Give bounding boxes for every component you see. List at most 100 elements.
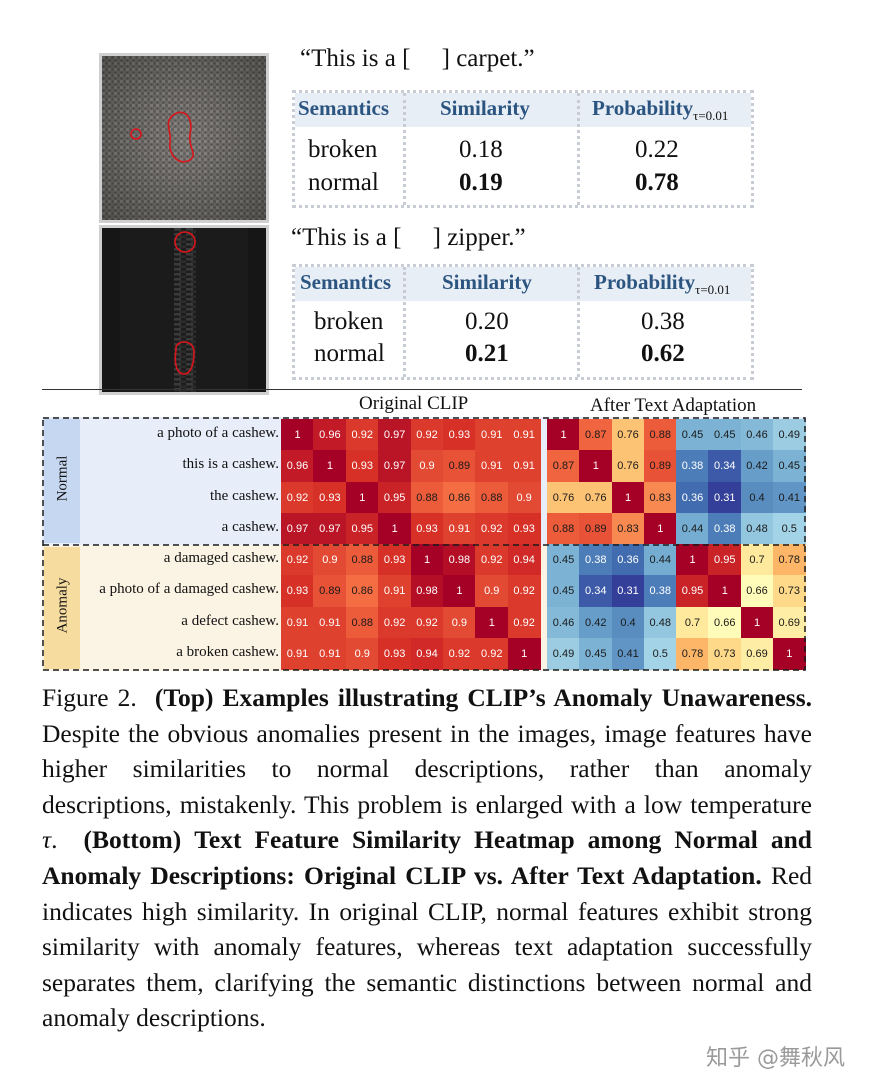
heatmap-cell: 0.94 bbox=[507, 544, 541, 576]
heatmap-title-original: Original CLIP bbox=[359, 393, 469, 414]
heatmap-cell: 1 bbox=[442, 575, 476, 608]
tau-symbol: τ bbox=[42, 825, 52, 855]
heatmap-cell: 1 bbox=[378, 512, 412, 545]
heatmap-cell: 1 bbox=[611, 481, 645, 514]
heatmap-cell: 1 bbox=[313, 450, 347, 483]
caption-bottom-title: (Bottom) Text Feature Similarity Heatmap… bbox=[42, 825, 812, 890]
heatmap-cell: 0.76 bbox=[611, 419, 645, 451]
zipper-prompt: “This is a [ ] zipper.” bbox=[291, 224, 526, 251]
heatmap-cell: 0.92 bbox=[442, 637, 476, 670]
heatmap-cell: 0.92 bbox=[281, 544, 314, 576]
similarity-cell: 0.20 bbox=[465, 308, 509, 335]
heatmap-cell: 0.45 bbox=[547, 544, 580, 576]
probability-header: Probabilityτ=0.01 bbox=[594, 270, 731, 298]
carpet-anomaly-marks bbox=[102, 56, 266, 220]
heatmap-cell: 0.92 bbox=[507, 575, 541, 608]
heatmap-cell: 0.86 bbox=[345, 575, 379, 608]
heatmap-cell: 0.9 bbox=[475, 575, 509, 608]
heatmap-cell: 0.76 bbox=[579, 481, 613, 514]
heatmap-cell: 0.95 bbox=[378, 481, 412, 514]
heatmap-cell: 0.38 bbox=[579, 544, 613, 576]
heatmap-cell: 0.89 bbox=[643, 450, 677, 483]
heatmap-cell: 0.44 bbox=[676, 512, 709, 545]
heatmap-cell: 0.42 bbox=[740, 450, 774, 483]
group-dashed-borders bbox=[42, 417, 806, 671]
heatmap-cell: 0.45 bbox=[708, 419, 742, 451]
anomaly-group-tag bbox=[44, 547, 80, 669]
heatmap-cell: 0.92 bbox=[475, 512, 509, 545]
heatmap-cell: 0.45 bbox=[772, 450, 806, 483]
semantics-header: Semantics bbox=[298, 96, 389, 120]
heatmap-cell: 0.45 bbox=[547, 575, 580, 608]
heatmap-cell: 0.48 bbox=[740, 512, 774, 545]
heatmap-cell: 0.76 bbox=[547, 481, 580, 514]
heatmap-cell: 0.91 bbox=[281, 606, 314, 639]
heatmap-cell: 0.36 bbox=[611, 544, 645, 576]
row-label: the cashew. bbox=[210, 487, 279, 504]
heatmap-cell: 1 bbox=[475, 606, 509, 639]
heatmap-cell: 0.91 bbox=[313, 606, 347, 639]
heatmap-cell: 0.46 bbox=[547, 606, 580, 639]
zipper-image bbox=[99, 225, 269, 395]
column-divider bbox=[577, 93, 580, 205]
similarity-header: Similarity bbox=[440, 96, 530, 120]
row-label: a photo of a cashew. bbox=[157, 425, 279, 441]
heatmap-cell: 0.92 bbox=[378, 606, 412, 639]
heatmap-cell: 0.41 bbox=[611, 637, 645, 670]
heatmap-cell: 0.98 bbox=[442, 544, 476, 576]
probability-cell: 0.22 bbox=[635, 136, 679, 163]
heatmap-cell: 0.93 bbox=[507, 512, 541, 545]
heatmap-cell: 0.5 bbox=[643, 637, 677, 670]
heatmap-cell: 0.93 bbox=[313, 481, 347, 514]
heatmap-cell: 0.31 bbox=[611, 575, 645, 608]
heatmap-cell: 0.46 bbox=[740, 419, 774, 451]
heatmap-cell: 0.7 bbox=[676, 606, 709, 639]
heatmap-cell: 0.88 bbox=[345, 544, 379, 576]
heatmap-cell: 0.9 bbox=[507, 481, 541, 514]
heatmap-cell: 1 bbox=[643, 512, 677, 545]
heatmap-cell: 0.91 bbox=[475, 419, 509, 451]
heatmap-cell: 0.9 bbox=[345, 637, 379, 670]
caption-top-text: Despite the obvious anomalies present in… bbox=[42, 718, 812, 819]
heatmap-title-adapted: After Text Adaptation bbox=[590, 395, 757, 416]
heatmap-cell: 0.88 bbox=[345, 606, 379, 639]
heatmap-cell: 0.38 bbox=[676, 450, 709, 483]
heatmap-cell: 0.92 bbox=[475, 637, 509, 670]
heatmap-cell: 0.97 bbox=[378, 419, 412, 451]
semantics-cell: normal bbox=[308, 169, 379, 196]
heatmap-cell: 0.78 bbox=[676, 637, 709, 670]
caption-top-title: (Top) Examples illustrating CLIP’s Anoma… bbox=[154, 683, 813, 712]
similarity-cell: 0.19 bbox=[459, 169, 503, 196]
heatmap-cell: 0.88 bbox=[547, 512, 580, 545]
heatmap-cell: 0.36 bbox=[676, 481, 709, 514]
carpet-prompt: “This is a [ ] carpet.” bbox=[300, 45, 535, 72]
heatmap-cell: 0.93 bbox=[378, 637, 412, 670]
heatmap-cell: 1 bbox=[547, 419, 580, 451]
heatmap-cell: 0.5 bbox=[772, 512, 806, 545]
heatmap-cell: 0.38 bbox=[643, 575, 677, 608]
heatmap-cell: 1 bbox=[345, 481, 379, 514]
row-label: this is a cashew. bbox=[182, 456, 279, 473]
caption-punct: . bbox=[51, 825, 58, 855]
heatmap-cell: 0.76 bbox=[611, 450, 645, 483]
heatmap-cell: 0.93 bbox=[442, 419, 476, 451]
heatmap-cell: 0.66 bbox=[708, 606, 742, 639]
heatmap-cell: 0.91 bbox=[378, 575, 412, 608]
column-divider bbox=[403, 93, 406, 205]
carpet-similarity-table: Semantics Similarity Probabilityτ=0.01 b… bbox=[292, 90, 754, 208]
heatmap-cell: 0.45 bbox=[579, 637, 613, 670]
row-label: a defect cashew. bbox=[181, 612, 279, 629]
heatmap-cell: 1 bbox=[676, 544, 709, 576]
caption-bottom-text: Red indicates high similarity. In origin… bbox=[42, 860, 813, 1033]
column-divider bbox=[403, 267, 406, 377]
heatmap-cell: 0.4 bbox=[611, 606, 645, 639]
heatmap-cell: 0.83 bbox=[643, 481, 677, 514]
heatmap-cell: 0.88 bbox=[475, 481, 509, 514]
heatmap-cell: 0.89 bbox=[442, 450, 476, 483]
heatmap-cell: 0.86 bbox=[442, 481, 476, 514]
section-divider bbox=[42, 389, 802, 390]
heatmap-cell: 0.93 bbox=[378, 544, 412, 576]
heatmap-cell: 0.87 bbox=[547, 450, 580, 483]
heatmap-cell: 0.92 bbox=[345, 419, 379, 451]
heatmap-cell: 0.92 bbox=[410, 606, 444, 639]
